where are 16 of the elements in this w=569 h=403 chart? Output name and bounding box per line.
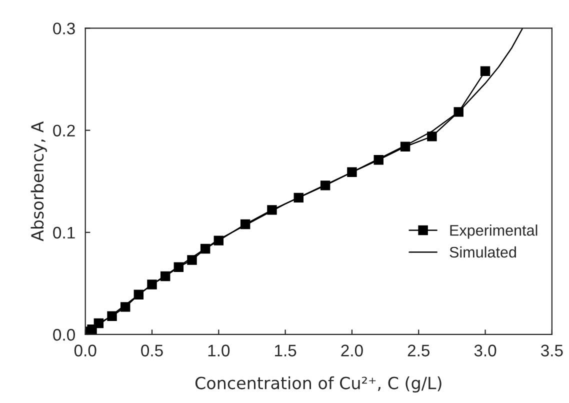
x-tick-label: 2.5 bbox=[408, 344, 430, 356]
legend-label: Simulated bbox=[450, 246, 516, 258]
x-axis-title: Concentration of Cu²⁺, C (g/L) bbox=[195, 376, 442, 393]
y-axis-title: Absorbency, A bbox=[30, 121, 47, 242]
legend-label: Experimental bbox=[450, 224, 538, 239]
x-tick-label: 0.0 bbox=[74, 344, 96, 356]
x-tick-label: 0.5 bbox=[141, 344, 163, 356]
x-tick-label: 3.5 bbox=[540, 344, 563, 356]
y-tick-label: 0.2 bbox=[53, 124, 75, 137]
x-tick-label: 2.0 bbox=[341, 344, 363, 356]
x-tick-label: 1.5 bbox=[275, 344, 296, 356]
y-tick-label: 0.1 bbox=[53, 226, 75, 239]
y-tick-label: 0.0 bbox=[53, 328, 75, 341]
x-tick-label: 3.0 bbox=[474, 344, 496, 356]
x-tick-label: 1.0 bbox=[208, 344, 230, 356]
y-tick-label: 0.3 bbox=[53, 22, 75, 34]
